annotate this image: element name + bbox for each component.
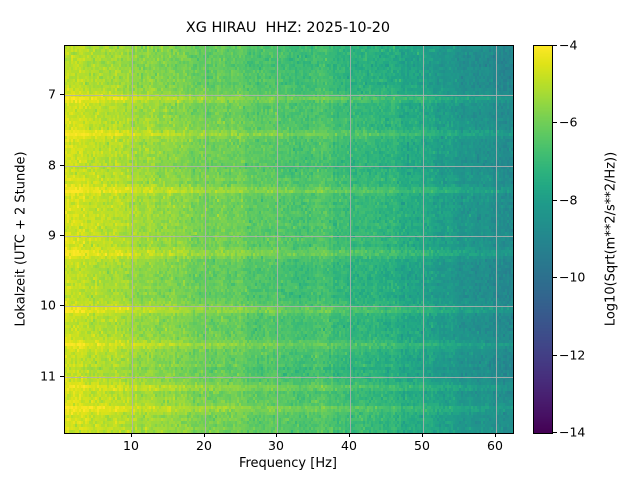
x-tick-mark xyxy=(131,433,132,437)
colorbar-gradient xyxy=(534,46,552,433)
y-tick-label: 10 xyxy=(40,297,56,313)
colorbar-tick-label: −4 xyxy=(559,37,578,53)
colorbar-tick-mark xyxy=(553,432,557,433)
colorbar-tick-mark xyxy=(553,355,557,356)
colorbar-tick-mark xyxy=(553,200,557,201)
x-tick-mark xyxy=(422,433,423,437)
spectrogram-image xyxy=(65,46,513,433)
colorbar-tick-label: −10 xyxy=(559,269,586,285)
colorbar-tick-label: −6 xyxy=(559,114,578,130)
colorbar xyxy=(533,45,553,434)
x-tick-mark xyxy=(204,433,205,437)
spectrogram-axes xyxy=(64,45,514,434)
y-tick-label: 7 xyxy=(48,86,56,102)
x-tick-label: 60 xyxy=(487,438,503,453)
x-axis-label: Frequency [Hz] xyxy=(238,456,338,471)
x-tick-mark xyxy=(495,433,496,437)
chart-title: XG HIRAU HHZ: 2025-10-20 xyxy=(185,20,391,36)
colorbar-tick-mark xyxy=(553,45,557,46)
colorbar-tick-label: −8 xyxy=(559,192,578,208)
y-tick-label: 11 xyxy=(40,368,56,384)
y-axis-label-text: Lokalzeit (UTC + 2 Stunde) xyxy=(13,150,29,327)
x-tick-mark xyxy=(349,433,350,437)
colorbar-tick-mark xyxy=(553,277,557,278)
x-tick-label: 20 xyxy=(196,438,212,453)
y-tick-label: 9 xyxy=(48,227,56,243)
y-axis-label: Lokalzeit (UTC + 2 Stunde) xyxy=(13,45,29,432)
x-tick-label: 30 xyxy=(268,438,284,453)
colorbar-label-text: Log10(Sqrt(m**2/s**2/Hz)) xyxy=(603,151,619,326)
y-tick-label: 8 xyxy=(48,157,56,173)
x-tick-label: 40 xyxy=(341,438,357,453)
y-tick-mark xyxy=(60,305,64,306)
y-tick-mark xyxy=(60,376,64,377)
y-tick-mark xyxy=(60,235,64,236)
x-tick-label: 10 xyxy=(123,438,139,453)
x-tick-mark xyxy=(276,433,277,437)
colorbar-tick-mark xyxy=(553,122,557,123)
y-tick-mark xyxy=(60,165,64,166)
colorbar-tick-label: −14 xyxy=(559,424,586,440)
colorbar-label: Log10(Sqrt(m**2/s**2/Hz)) xyxy=(603,45,619,432)
x-tick-label: 50 xyxy=(414,438,430,453)
colorbar-tick-label: −12 xyxy=(559,347,586,363)
y-tick-mark xyxy=(60,94,64,95)
